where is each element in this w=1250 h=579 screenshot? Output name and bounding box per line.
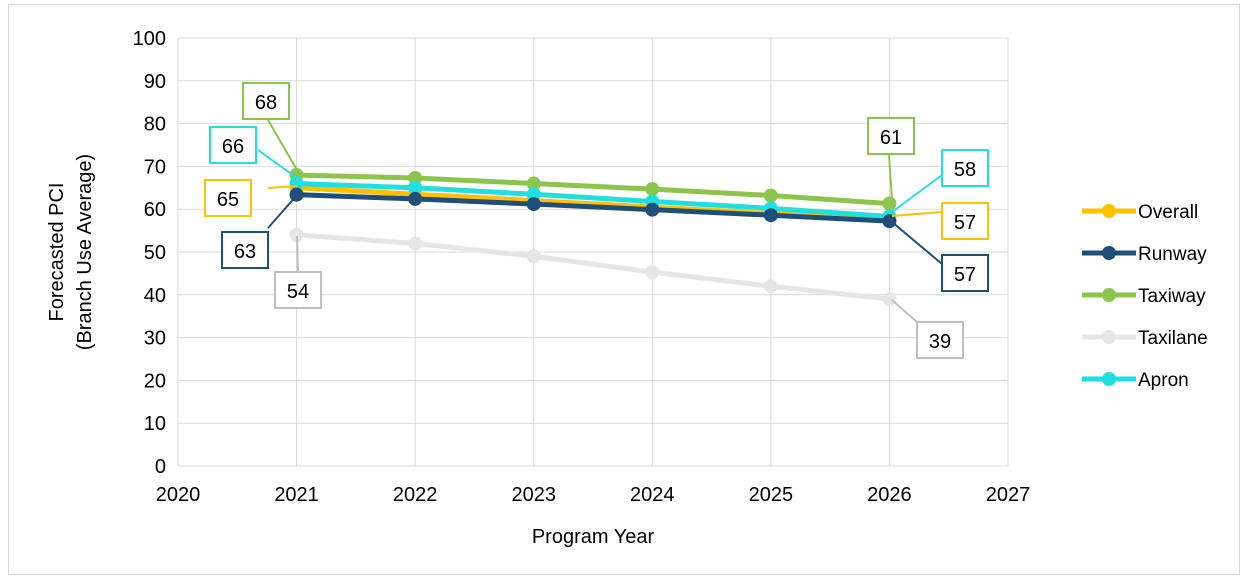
taxiway-point (882, 196, 897, 211)
runway-legend-swatch-marker (1102, 246, 1116, 260)
overall-label-box (204, 179, 252, 217)
x-tick-label: 2026 (867, 484, 912, 506)
x-tick-label: 2023 (511, 484, 556, 506)
apron-label-box (209, 126, 257, 164)
y-axis-title-line2: (Branch Use Average) (74, 154, 96, 350)
taxilane-data-label: 39 (929, 331, 951, 353)
taxilane-label-leader (891, 299, 918, 323)
taxilane-point (408, 236, 423, 251)
apron-line (296, 181, 890, 219)
x-tick-label: 2021 (274, 484, 319, 506)
x-tick-label: 2022 (393, 484, 438, 506)
taxilane-point (763, 279, 778, 294)
runway-line (296, 192, 890, 224)
runway-label-leader (891, 221, 943, 265)
runway-data-label: 63 (234, 241, 256, 263)
overall-legend-label: Overall (1138, 202, 1198, 223)
apron-legend-label: Apron (1138, 370, 1189, 391)
chart-frame (8, 4, 1240, 575)
taxiway-label-leader (267, 119, 298, 171)
apron-label-box (941, 149, 989, 187)
x-tick-label: 2027 (986, 484, 1031, 506)
runway-point (526, 197, 541, 212)
apron-label-leader (257, 149, 298, 179)
apron-legend-swatch-marker (1102, 372, 1116, 386)
taxilane-point (645, 265, 660, 280)
overall-label-leader (891, 211, 943, 217)
runway-point (763, 208, 778, 223)
y-tick-label: 90 (144, 71, 166, 93)
overall-label-leader (267, 185, 298, 189)
taxilane-label-leader (296, 235, 299, 273)
taxiway-label-leader (888, 154, 893, 201)
y-tick-label: 30 (144, 328, 166, 350)
y-tick-label: 60 (144, 199, 166, 221)
taxilane-point (289, 227, 304, 242)
runway-label-box (221, 231, 269, 269)
taxilane-label-box (916, 321, 964, 359)
y-tick-label: 20 (144, 370, 166, 392)
y-tick-label: 40 (144, 285, 166, 307)
y-tick-label: 50 (144, 242, 166, 264)
taxilane-legend-label: Taxilane (1138, 328, 1208, 349)
taxiway-data-label: 61 (880, 127, 902, 149)
overall-label-box (941, 202, 989, 240)
taxiway-label-box (867, 117, 915, 155)
y-axis-title-line1: Forecasted PCI (46, 183, 68, 322)
taxiway-point (763, 188, 778, 203)
overall-data-label: 65 (217, 189, 239, 211)
runway-label-leader (267, 194, 298, 229)
taxiway-legend-label: Taxiway (1138, 286, 1206, 307)
y-tick-label: 70 (144, 156, 166, 178)
x-tick-label: 2025 (749, 484, 794, 506)
apron-data-label: 66 (222, 136, 244, 158)
overall-data-label: 57 (954, 212, 976, 234)
apron-point (408, 180, 423, 195)
runway-point (408, 191, 423, 206)
taxiway-point (526, 176, 541, 191)
taxilane-data-label: 54 (287, 281, 309, 303)
taxiway-point (408, 170, 423, 185)
taxiway-point (645, 182, 660, 197)
taxilane-line (296, 232, 890, 302)
y-tick-label: 100 (133, 28, 166, 50)
apron-point (526, 187, 541, 202)
x-tick-label: 2020 (156, 484, 201, 506)
y-tick-label: 80 (144, 114, 166, 136)
x-axis-title: Program Year (532, 526, 655, 548)
taxiway-label-box (242, 82, 290, 120)
x-tick-label: 2024 (630, 484, 675, 506)
taxilane-legend-swatch-marker (1102, 330, 1116, 344)
runway-legend-label: Runway (1138, 244, 1207, 265)
taxiway-line (296, 172, 890, 207)
apron-label-leader (891, 174, 943, 213)
taxiway-data-label: 68 (255, 92, 277, 114)
runway-point (882, 214, 897, 229)
overall-legend-swatch-marker (1102, 204, 1116, 218)
taxiway-legend-swatch-marker (1102, 288, 1116, 302)
runway-data-label: 57 (954, 264, 976, 286)
y-tick-label: 0 (155, 456, 166, 478)
taxilane-point (526, 249, 541, 264)
runway-point (645, 202, 660, 217)
apron-data-label: 58 (954, 159, 976, 181)
runway-label-box (941, 254, 989, 292)
y-tick-label: 10 (144, 413, 166, 435)
taxilane-point (882, 292, 897, 307)
taxilane-label-box (274, 271, 322, 309)
